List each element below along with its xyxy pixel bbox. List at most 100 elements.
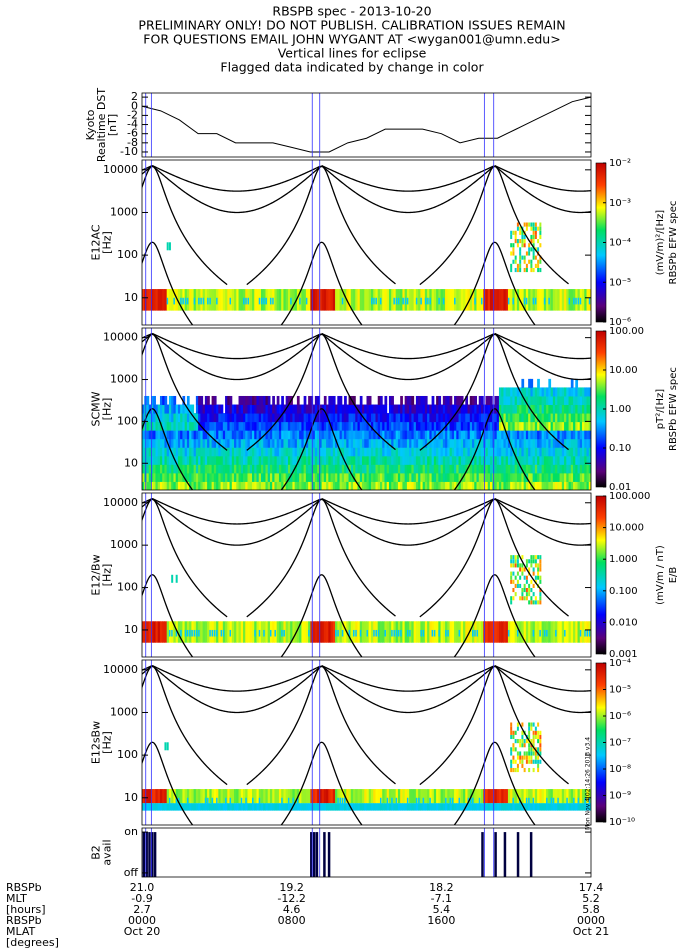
spectrogram-pixel bbox=[476, 438, 480, 448]
spectrogram-pixel bbox=[276, 481, 280, 490]
spectrogram-pixel bbox=[427, 464, 430, 474]
colorbar bbox=[595, 495, 607, 655]
spectrogram-pixel bbox=[528, 621, 531, 643]
spectrogram-pixel bbox=[204, 472, 208, 482]
spectrogram-pixel bbox=[236, 413, 240, 423]
spectrogram-pixel bbox=[424, 464, 428, 474]
spectrogram-pixel bbox=[449, 472, 453, 482]
spectrogram-pixel bbox=[503, 472, 507, 482]
spectrogram-pixel bbox=[505, 472, 509, 482]
spectrogram-pixel bbox=[501, 464, 504, 474]
spectrogram-pixel bbox=[238, 803, 242, 811]
spectrogram-pixel bbox=[368, 413, 372, 423]
spectrogram-pixel bbox=[204, 455, 208, 465]
spectrogram-pixel bbox=[472, 629, 474, 637]
spectrogram-pixel bbox=[523, 239, 526, 244]
spectrogram-pixel bbox=[514, 481, 518, 490]
spectrogram-pixel bbox=[260, 464, 264, 474]
spectrogram-pixel bbox=[162, 447, 165, 457]
spectrogram-pixel bbox=[276, 430, 280, 440]
spectrogram-pixel bbox=[249, 803, 253, 811]
spectrogram-pixel bbox=[229, 789, 233, 804]
spectrogram-pixel bbox=[375, 297, 377, 305]
spectrogram-pixel bbox=[400, 289, 403, 311]
spectrogram-pixel bbox=[427, 455, 430, 465]
spectrogram-pixel bbox=[238, 455, 242, 465]
spectrogram-pixel bbox=[287, 404, 291, 414]
spectrogram-pixel bbox=[557, 481, 561, 490]
spectrogram-pixel bbox=[168, 629, 171, 637]
spectrogram-pixel bbox=[317, 789, 320, 804]
spectrogram-pixel bbox=[142, 289, 145, 311]
spectrogram-pixel bbox=[445, 447, 448, 457]
spectrogram-pixel bbox=[373, 413, 376, 423]
spectrogram-pixel bbox=[234, 413, 237, 423]
spectrogram-pixel bbox=[539, 421, 543, 431]
spectrogram-pixel bbox=[173, 413, 177, 423]
spectrogram-pixel bbox=[359, 395, 363, 406]
spectrogram-pixel bbox=[281, 481, 284, 490]
spectrogram-pixel bbox=[364, 472, 367, 482]
spectrogram-pixel bbox=[586, 438, 590, 448]
spectrogram-pixel bbox=[258, 413, 262, 423]
spectrogram-pixel bbox=[539, 575, 542, 580]
spectrogram-pixel bbox=[537, 259, 540, 264]
spectrogram-pixel bbox=[195, 472, 199, 482]
spectrogram-pixel bbox=[177, 421, 181, 431]
spectrogram-pixel bbox=[355, 421, 359, 431]
spectrogram-pixel bbox=[501, 387, 504, 397]
spectrogram-pixel bbox=[445, 464, 448, 474]
spectrogram-pixel bbox=[454, 455, 457, 465]
spectrogram-pixel bbox=[534, 472, 538, 482]
spectrogram-pixel bbox=[510, 571, 513, 576]
curve bbox=[494, 332, 591, 381]
spectrogram-pixel bbox=[521, 567, 524, 572]
spectrogram-pixel bbox=[278, 464, 282, 474]
spectrogram-pixel bbox=[159, 481, 163, 490]
spectrogram-pixel bbox=[252, 395, 255, 406]
spectrogram-pixel bbox=[460, 447, 464, 457]
spectrogram-pixel bbox=[357, 464, 361, 474]
spectrogram-pixel bbox=[319, 472, 323, 482]
spectrogram-pixel bbox=[296, 797, 299, 805]
spectrogram-pixel bbox=[431, 455, 435, 465]
spectrogram-pixel bbox=[269, 472, 273, 482]
spectrogram-pixel bbox=[341, 803, 345, 811]
spectrogram-pixel bbox=[433, 413, 437, 423]
spectrogram-pixel bbox=[534, 226, 537, 231]
spectrogram-pixel bbox=[162, 472, 165, 482]
spectrogram-pixel bbox=[384, 455, 388, 465]
spectrogram-pixel bbox=[348, 289, 352, 311]
spectrogram-pixel bbox=[335, 803, 338, 811]
spectrogram-pixel bbox=[198, 447, 201, 457]
spectrogram-pixel bbox=[326, 472, 329, 482]
spectrogram-pixel bbox=[366, 421, 370, 431]
spectrogram-pixel bbox=[570, 481, 574, 490]
spectrogram-pixel bbox=[447, 629, 449, 637]
spectrogram-pixel bbox=[294, 447, 298, 457]
spectrogram-pixel bbox=[247, 447, 251, 457]
spectrogram-pixel bbox=[216, 447, 219, 457]
spectrogram-pixel bbox=[534, 575, 537, 580]
spectrogram-pixel bbox=[166, 413, 170, 423]
spectrogram-pixel bbox=[328, 289, 332, 311]
spectrogram-pixel bbox=[476, 430, 480, 440]
spectrogram-pixel bbox=[142, 621, 145, 643]
spectrogram-pixel bbox=[550, 621, 554, 643]
spectrogram-pixel bbox=[460, 481, 464, 490]
spectrogram-pixel bbox=[373, 447, 376, 457]
curve bbox=[246, 665, 396, 786]
spectrogram-pixel bbox=[525, 481, 529, 490]
spectrogram-pixel bbox=[516, 226, 519, 231]
spectrogram-pixel bbox=[388, 481, 392, 490]
spectrogram-pixel bbox=[330, 621, 334, 643]
spectrogram-pixel bbox=[584, 395, 588, 406]
spectrogram-pixel bbox=[570, 395, 574, 406]
spectrogram-pixel bbox=[220, 803, 224, 811]
spectrogram-pixel bbox=[507, 413, 511, 423]
spectrogram-pixel bbox=[487, 803, 491, 811]
spectrogram-pixel bbox=[575, 447, 579, 457]
spectrogram-pixel bbox=[454, 297, 456, 305]
spectrogram-pixel bbox=[272, 430, 275, 440]
spectrogram-pixel bbox=[150, 621, 154, 643]
